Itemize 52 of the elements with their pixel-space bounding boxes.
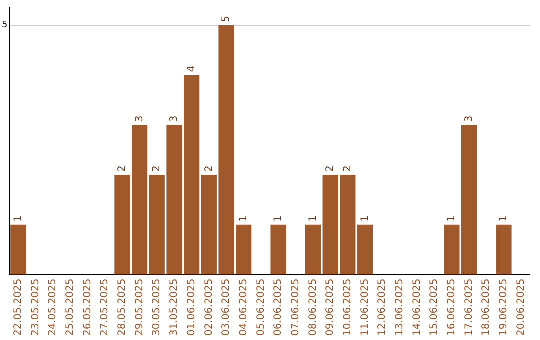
x-tick-label: 28.05.2025 <box>117 278 128 336</box>
x-tick-label: 20.06.2025 <box>516 278 527 336</box>
x-tick-label: 12.06.2025 <box>377 278 388 336</box>
data-label: 1 <box>446 215 458 222</box>
data-label: 1 <box>273 215 284 222</box>
x-tick-label: 18.06.2025 <box>481 278 492 336</box>
x-tick-label: 01.06.2025 <box>186 278 198 336</box>
data-label: 2 <box>117 166 128 172</box>
x-tick-label: 19.06.2025 <box>498 278 510 336</box>
data-label: 2 <box>152 166 163 172</box>
data-label: 2 <box>325 166 336 172</box>
x-tick-label: 23.05.2025 <box>30 278 42 336</box>
data-label: 1 <box>308 215 319 222</box>
x-tick-label: 25.05.2025 <box>65 278 76 336</box>
x-tick-label: 17.06.2025 <box>464 278 475 336</box>
x-tick-label: 05.06.2025 <box>256 278 267 336</box>
x-tick-label: 10.06.2025 <box>342 278 354 336</box>
x-tick-label: 03.06.2025 <box>221 278 232 336</box>
x-tick-label: 29.05.2025 <box>134 278 146 336</box>
x-tick-label: 09.06.2025 <box>325 278 336 336</box>
data-label: 1 <box>360 215 371 222</box>
bar <box>496 224 512 275</box>
x-tick-label: 14.06.2025 <box>412 278 423 336</box>
x-tick-label: 07.06.2025 <box>290 278 302 336</box>
data-label: 3 <box>464 116 475 122</box>
data-label: 4 <box>186 66 198 72</box>
x-tick-label: 27.05.2025 <box>100 278 111 336</box>
data-label: 5 <box>221 16 232 22</box>
x-tick-label: 30.05.2025 <box>152 278 163 336</box>
data-label: 2 <box>342 166 354 172</box>
x-tick-label: 11.06.2025 <box>360 278 371 336</box>
x-tick-label: 08.06.2025 <box>308 278 319 336</box>
x-tick-label: 13.06.2025 <box>394 278 406 336</box>
bar <box>10 224 26 275</box>
x-tick-label: 31.05.2025 <box>169 278 180 336</box>
x-tick-label: 15.06.2025 <box>429 278 440 336</box>
x-tick-label: 24.05.2025 <box>48 278 59 336</box>
x-tick-label: 22.05.2025 <box>12 278 24 336</box>
data-label: 2 <box>204 166 215 172</box>
data-label: 1 <box>238 215 250 222</box>
bar <box>357 224 374 275</box>
x-tick-label: 02.06.2025 <box>204 278 215 336</box>
x-tick-label: 16.06.2025 <box>446 278 458 336</box>
data-label: 3 <box>134 116 146 122</box>
bar <box>305 224 322 275</box>
data-label: 1 <box>498 215 510 222</box>
data-label: 1 <box>12 215 24 222</box>
x-tick-label: 06.06.2025 <box>273 278 284 336</box>
x-tick-label: 26.05.2025 <box>82 278 94 336</box>
x-tick-label: 04.06.2025 <box>238 278 250 336</box>
data-label: 3 <box>169 116 180 122</box>
bar <box>270 224 286 275</box>
